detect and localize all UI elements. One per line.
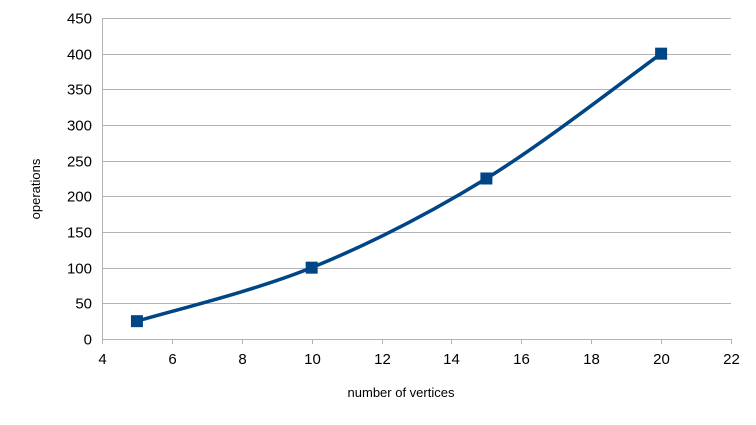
y-tick-label: 150	[67, 225, 92, 242]
y-tick-label: 350	[67, 82, 92, 99]
x-tick-label: 12	[374, 351, 391, 368]
y-axis-title: operations	[28, 158, 43, 219]
data-point-marker	[305, 261, 318, 274]
data-point-marker	[480, 172, 493, 185]
x-tick-label: 6	[168, 351, 176, 368]
data-point-marker	[655, 47, 668, 60]
grid-lines	[102, 18, 732, 344]
x-tick-label: 20	[653, 351, 670, 368]
x-tick-label: 16	[513, 351, 530, 368]
y-tick-label: 300	[67, 118, 92, 135]
y-tick-label: 400	[67, 47, 92, 64]
x-axis-tick-labels: 4 6 8 10 12 14 16 18 20 22	[98, 351, 740, 368]
y-tick-label: 200	[67, 189, 92, 206]
series-line	[135, 51, 663, 323]
y-tick-label: 250	[67, 154, 92, 171]
x-axis-title: number of vertices	[348, 385, 455, 400]
x-tick-label: 10	[304, 351, 321, 368]
x-tick-label: 18	[583, 351, 600, 368]
x-tick-label: 14	[443, 351, 460, 368]
y-tick-label: 0	[84, 332, 92, 349]
x-tick-label: 22	[723, 351, 740, 368]
data-series	[130, 47, 668, 328]
y-tick-label: 50	[75, 296, 92, 313]
y-axis-tick-labels: 0 50 100 150 200 250 300 350 400 450	[67, 11, 92, 349]
x-tick-label: 8	[238, 351, 246, 368]
data-point-marker	[130, 315, 143, 328]
y-tick-label: 100	[67, 261, 92, 278]
x-tick-label: 4	[98, 351, 106, 368]
y-tick-label: 450	[67, 11, 92, 28]
